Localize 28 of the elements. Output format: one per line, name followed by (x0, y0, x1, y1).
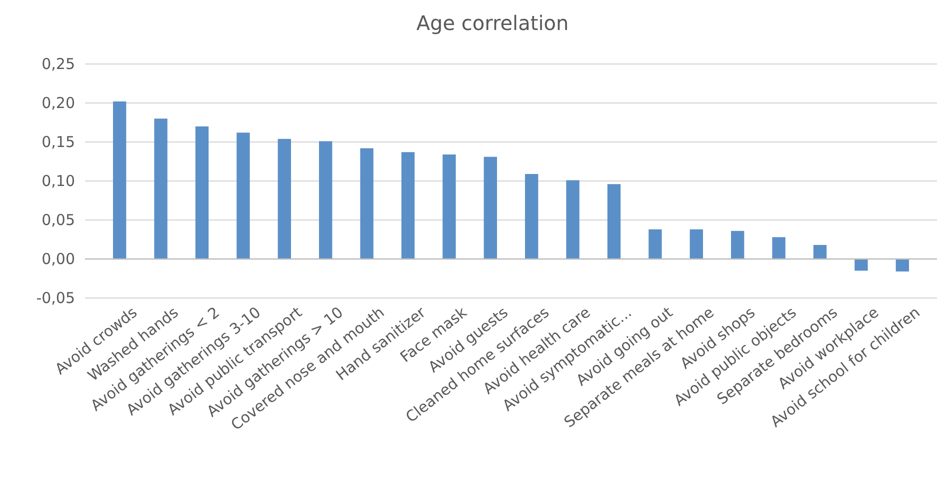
bar (113, 101, 126, 259)
bar (896, 259, 909, 272)
bar (607, 184, 621, 259)
y-tick-label: -0,05 (36, 288, 75, 307)
bar (360, 148, 374, 259)
bar (401, 152, 415, 259)
bar (319, 141, 332, 259)
y-tick-label: 0,15 (42, 132, 75, 151)
bar (154, 118, 168, 259)
y-tick-label: 0,20 (42, 94, 75, 112)
bar (813, 244, 827, 259)
bar (854, 259, 868, 271)
bar (566, 180, 580, 259)
bar (195, 126, 209, 259)
y-tick-label: 0,05 (42, 210, 75, 229)
bar (690, 229, 703, 259)
chart-title: Age correlation (416, 11, 569, 35)
bar (731, 230, 744, 259)
y-tick-label: 0,00 (42, 250, 75, 268)
bar (278, 138, 291, 259)
y-tick-label: 0,25 (42, 54, 75, 73)
bar (236, 132, 250, 259)
bar (525, 174, 538, 259)
bar (648, 229, 662, 259)
bar (442, 154, 456, 259)
bar (772, 237, 786, 259)
bar (484, 156, 497, 259)
y-tick-label: 0,10 (42, 172, 75, 190)
